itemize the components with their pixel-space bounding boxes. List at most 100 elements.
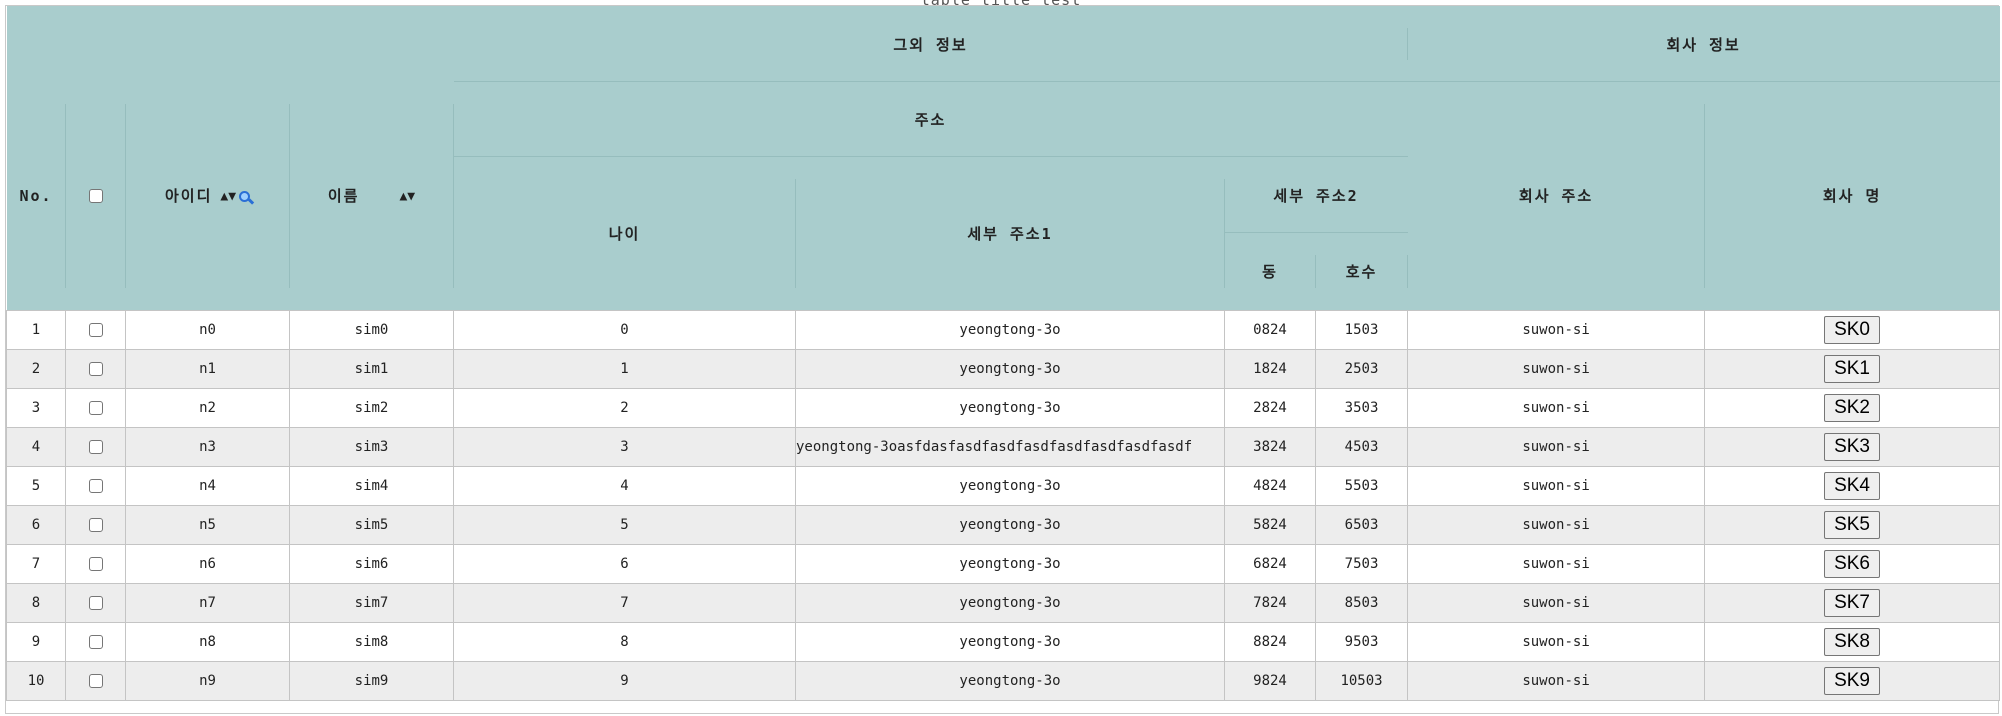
- select-all-checkbox[interactable]: [88, 189, 103, 204]
- cell-name: sim5: [289, 504, 454, 545]
- row-checkbox[interactable]: [88, 361, 103, 376]
- header-no-label: No.: [19, 186, 53, 205]
- row-checkbox[interactable]: [88, 400, 103, 415]
- row-checkbox[interactable]: [88, 478, 103, 493]
- cell-no: 3: [6, 387, 66, 428]
- company-button[interactable]: SK1: [1824, 354, 1881, 383]
- cell-addr1: yeongtong-3o: [795, 309, 1225, 350]
- company-button[interactable]: SK3: [1824, 432, 1881, 461]
- cell-id-text: n0: [199, 321, 216, 338]
- cell-id-text: n9: [199, 672, 216, 689]
- cell-id: n9: [125, 660, 290, 701]
- header-group-other-label: 그외 정보: [893, 35, 968, 54]
- cell-checkbox: [65, 387, 126, 428]
- cell-id-text: n1: [199, 360, 216, 377]
- row-checkbox[interactable]: [88, 595, 103, 610]
- header-address: 주소: [453, 82, 1408, 157]
- cell-addr1: yeongtong-3oasfdasfasdfasdfasdfasdfasdfa…: [795, 426, 1225, 467]
- row-checkbox[interactable]: [88, 634, 103, 649]
- company-button[interactable]: SK0: [1824, 315, 1881, 344]
- cell-name: sim4: [289, 465, 454, 506]
- cell-company-addr: suwon-si: [1407, 426, 1706, 467]
- cell-dong-text: 7824: [1253, 594, 1287, 611]
- company-button[interactable]: SK5: [1824, 510, 1881, 539]
- cell-company-addr: suwon-si: [1407, 660, 1706, 701]
- table-row: 5 n4 sim4 4 yeongtong-3o 4824 5503 suwon-si SK4: [6, 465, 2001, 506]
- row-checkbox[interactable]: [88, 439, 103, 454]
- cell-dong-text: 5824: [1253, 516, 1287, 533]
- cell-age-text: 6: [620, 555, 629, 572]
- table-row: 4 n3 sim3 3 yeongtong-3oasfdasfasdfasdfasdfa…: [6, 426, 2001, 467]
- sort-arrows-icon[interactable]: ▲▼: [220, 189, 237, 205]
- cell-dong: 7824: [1224, 582, 1316, 623]
- cell-name: sim0: [289, 309, 454, 350]
- cell-checkbox: [65, 621, 126, 662]
- cell-name-text: sim2: [354, 399, 389, 416]
- row-checkbox[interactable]: [88, 673, 103, 688]
- cell-ho-text: 8503: [1344, 594, 1379, 611]
- cell-age: 0: [453, 309, 796, 350]
- header-company-name: 회사 명: [1704, 82, 2000, 310]
- cell-name: sim1: [289, 348, 454, 389]
- cell-no-text: 10: [27, 672, 45, 689]
- table-row: 2 n1 sim1 1 yeongtong-3o 1824 2503 suwon-si SK1: [6, 348, 2001, 389]
- cell-name: sim3: [289, 426, 454, 467]
- cell-no-text: 2: [31, 360, 41, 377]
- company-button[interactable]: SK2: [1824, 393, 1881, 422]
- cell-ho-text: 3503: [1344, 399, 1379, 416]
- cell-dong: 1824: [1224, 348, 1316, 389]
- cell-dong-text: 6824: [1253, 555, 1287, 572]
- header-name-label: 이름: [327, 187, 360, 206]
- cell-no: 8: [6, 582, 66, 623]
- table-row: 7 n6 sim6 6 yeongtong-3o 6824 7503 suwon-si SK6: [6, 543, 2001, 584]
- cell-company-addr-text: suwon-si: [1522, 321, 1590, 338]
- company-button[interactable]: SK6: [1824, 549, 1881, 578]
- cell-ho: 2503: [1314, 348, 1409, 389]
- cell-id: n1: [125, 348, 290, 389]
- cell-ho: 6503: [1314, 504, 1409, 545]
- header-age: 나이: [453, 157, 796, 310]
- table-row: 10 n9 sim9 9 yeongtong-3o 9824 10503 suwon-si SK…: [6, 660, 2001, 701]
- cell-company-addr-text: suwon-si: [1522, 555, 1590, 572]
- cell-company-addr-text: suwon-si: [1522, 633, 1590, 650]
- row-checkbox[interactable]: [88, 556, 103, 571]
- cell-name: sim6: [289, 543, 454, 584]
- cell-no: 4: [6, 426, 66, 467]
- cell-no: 1: [6, 309, 66, 350]
- search-icon[interactable]: [239, 191, 251, 203]
- sort-arrows-icon[interactable]: ▲▼: [399, 189, 416, 205]
- row-checkbox[interactable]: [88, 322, 103, 337]
- cell-ho: 3503: [1314, 387, 1409, 428]
- company-button[interactable]: SK8: [1824, 627, 1881, 656]
- cell-no: 5: [6, 465, 66, 506]
- header-dong: 동: [1224, 233, 1316, 310]
- cell-age: 2: [453, 387, 796, 428]
- row-checkbox[interactable]: [88, 517, 103, 532]
- cell-dong-text: 8824: [1253, 633, 1287, 650]
- cell-company-addr: suwon-si: [1407, 504, 1706, 545]
- cell-name-text: sim0: [354, 321, 389, 338]
- cell-dong: 4824: [1224, 465, 1316, 506]
- cell-company: SK8: [1704, 621, 2001, 662]
- cell-company: SK6: [1704, 543, 2001, 584]
- cell-no: 10: [6, 660, 66, 701]
- company-button[interactable]: SK4: [1824, 471, 1881, 500]
- cell-ho: 9503: [1314, 621, 1409, 662]
- cell-age: 8: [453, 621, 796, 662]
- header-ho: 호수: [1315, 233, 1408, 310]
- cell-addr1: yeongtong-3o: [795, 582, 1225, 623]
- table-row: 1 n0 sim0 0 yeongtong-3o 0824 1503 suwon-si SK0: [6, 309, 2001, 350]
- cell-dong-text: 4824: [1253, 477, 1287, 494]
- cell-checkbox: [65, 582, 126, 623]
- company-button[interactable]: SK7: [1824, 588, 1881, 617]
- cell-addr1-text: yeongtong-3o: [959, 633, 1061, 650]
- cell-checkbox: [65, 348, 126, 389]
- cell-addr1-text: yeongtong-3o: [959, 555, 1061, 572]
- company-button[interactable]: SK9: [1824, 666, 1881, 695]
- cell-age: 7: [453, 582, 796, 623]
- cell-addr1-text: yeongtong-3o: [959, 672, 1061, 689]
- cell-no-text: 4: [31, 438, 41, 455]
- cell-ho-text: 2503: [1344, 360, 1379, 377]
- cell-addr1-text: yeongtong-3o: [959, 477, 1061, 494]
- cell-name-text: sim7: [354, 594, 389, 611]
